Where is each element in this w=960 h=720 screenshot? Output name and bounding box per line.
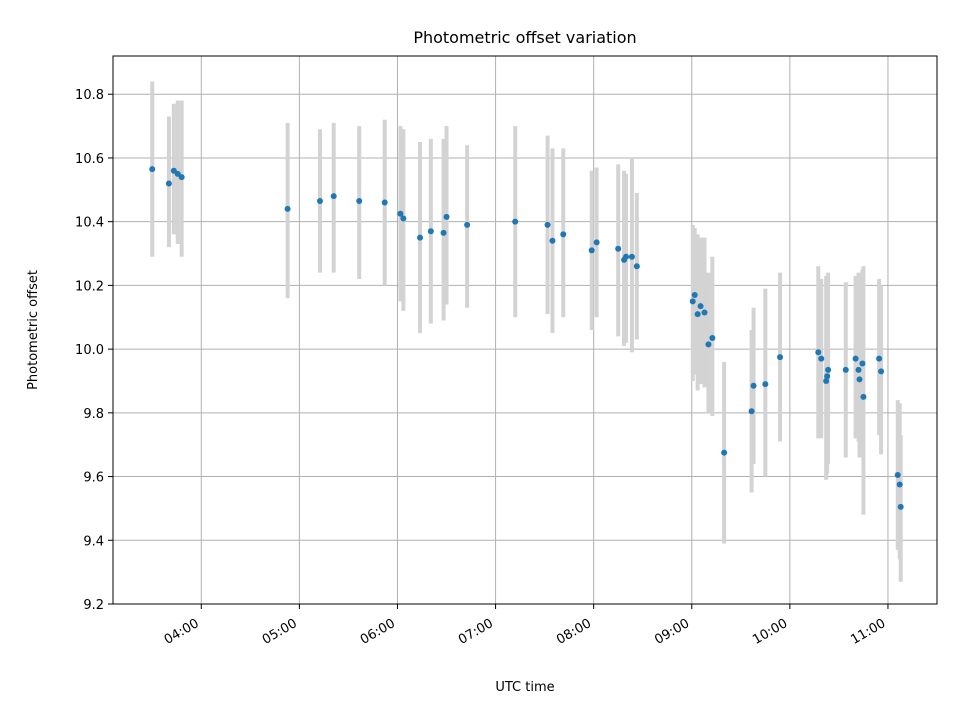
data-point xyxy=(560,231,567,238)
data-point xyxy=(417,234,424,241)
data-point xyxy=(623,253,630,260)
data-point xyxy=(464,221,471,228)
data-point xyxy=(748,408,755,415)
data-point xyxy=(427,228,434,235)
data-point xyxy=(330,193,337,200)
data-point xyxy=(544,221,551,228)
y-tick-label: 9.6 xyxy=(83,471,104,486)
data-point xyxy=(512,218,519,225)
data-point xyxy=(316,197,323,204)
data-point xyxy=(440,229,447,236)
x-tick-label: 07:00 xyxy=(456,616,496,648)
data-point xyxy=(284,205,291,212)
x-tick-label: 05:00 xyxy=(260,616,300,648)
y-axis-label: Photometric offset xyxy=(26,270,41,390)
data-point xyxy=(815,349,822,356)
data-point xyxy=(852,355,859,362)
data-point xyxy=(705,341,712,348)
y-tick-label: 10.0 xyxy=(75,343,104,358)
data-point xyxy=(897,503,904,510)
x-tick-label: 11:00 xyxy=(848,616,888,648)
data-point xyxy=(878,368,885,375)
data-point xyxy=(842,366,849,373)
y-tick-label: 10.6 xyxy=(75,152,104,167)
data-point xyxy=(178,174,185,181)
data-point xyxy=(588,247,595,254)
data-point xyxy=(823,377,830,384)
x-tick-label: 06:00 xyxy=(358,616,398,648)
data-point xyxy=(356,197,363,204)
error-bars xyxy=(150,81,903,582)
data-point xyxy=(615,245,622,252)
data-point xyxy=(818,355,825,362)
x-tick-label: 10:00 xyxy=(750,616,790,648)
data-point xyxy=(856,376,863,383)
y-tick-label: 9.2 xyxy=(83,598,104,613)
data-point xyxy=(876,355,883,362)
x-axis-label: UTC time xyxy=(495,680,554,695)
data-point xyxy=(701,309,708,316)
data-point xyxy=(694,311,701,318)
grid xyxy=(113,56,937,605)
data-point xyxy=(443,213,450,220)
data-point xyxy=(855,366,862,373)
data-point xyxy=(549,237,556,244)
data-point xyxy=(894,471,901,478)
y-tick-label: 9.8 xyxy=(83,407,104,422)
y-tick-label: 10.4 xyxy=(75,216,104,231)
x-tick-label: 08:00 xyxy=(554,616,594,648)
data-point xyxy=(750,382,757,389)
y-axis-ticks: 9.2 9.4 9.6 9.8 10.0 10.2 10.4 10.6 10.8 xyxy=(75,88,113,613)
data-point xyxy=(896,481,903,488)
data-point xyxy=(777,354,784,361)
data-point xyxy=(824,373,831,380)
data-point xyxy=(400,215,407,222)
x-tick-label: 09:00 xyxy=(652,616,692,648)
data-point xyxy=(859,360,866,367)
data-point xyxy=(593,239,600,246)
data-point xyxy=(165,180,172,187)
data-point xyxy=(381,199,388,206)
chart-title: Photometric offset variation xyxy=(413,28,636,47)
data-point xyxy=(762,381,769,388)
y-tick-label: 10.2 xyxy=(75,279,104,294)
data-point xyxy=(397,210,404,217)
data-point xyxy=(697,303,704,310)
data-point xyxy=(709,334,716,341)
y-tick-label: 10.8 xyxy=(75,88,104,103)
data-point xyxy=(691,291,698,298)
data-point xyxy=(721,449,728,456)
data-point xyxy=(825,366,832,373)
data-point xyxy=(149,166,156,173)
data-point xyxy=(689,298,696,305)
data-point xyxy=(628,253,635,260)
plot-frame xyxy=(112,55,938,605)
data-points xyxy=(149,166,904,510)
x-axis-ticks: 04:00 05:00 06:00 07:00 08:00 09:00 10:00 11:00 xyxy=(162,604,889,648)
x-tick-label: 04:00 xyxy=(162,616,202,648)
data-point xyxy=(633,263,640,270)
y-tick-label: 9.4 xyxy=(83,534,104,549)
data-point xyxy=(860,393,867,400)
